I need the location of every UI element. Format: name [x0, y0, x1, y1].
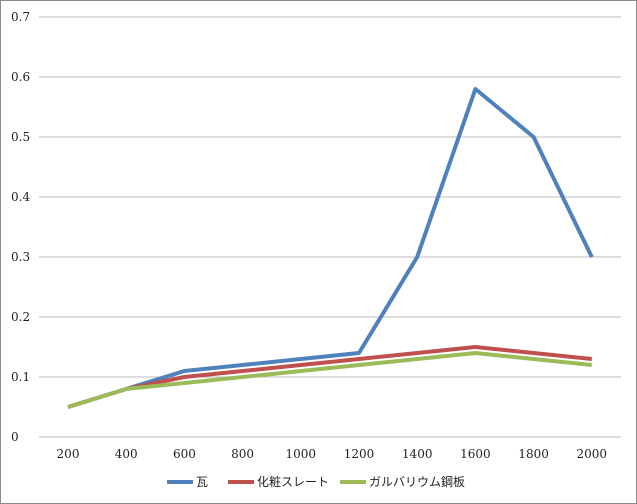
- x-tick-label: 1000: [286, 447, 317, 461]
- legend: 瓦 化粧スレート ガルバリウム鋼板: [167, 475, 465, 489]
- x-tick-label: 1400: [402, 447, 433, 461]
- y-tick-label: 0.6: [11, 70, 30, 84]
- x-tick-label: 1600: [460, 447, 491, 461]
- x-tick-label: 2000: [577, 447, 608, 461]
- y-tick-label: 0.5: [11, 130, 30, 144]
- y-tick-label: 0.4: [11, 190, 30, 204]
- x-tick-label: 600: [173, 447, 196, 461]
- x-tick-label: 1200: [344, 447, 375, 461]
- y-tick-label: 0.3: [11, 250, 30, 264]
- y-tick-label: 0.1: [11, 370, 30, 384]
- series-line-2: [67, 345, 593, 409]
- series-line-1: [67, 87, 594, 409]
- y-tick-label: 0.2: [11, 310, 30, 324]
- series-line-3: [67, 351, 593, 409]
- legend-label-3: ガルバリウム鋼板: [369, 475, 465, 489]
- x-tick-label: 1800: [518, 447, 549, 461]
- y-tick-label: 0: [11, 430, 19, 444]
- x-tick-label: 800: [231, 447, 254, 461]
- legend-label-2: 化粧スレート: [257, 475, 329, 489]
- x-axis-tick-labels: 200 400 600 800 1000 1200 1400 1600 1800 2000: [57, 447, 608, 461]
- y-tick-label: 0.7: [11, 10, 30, 24]
- x-tick-label: 200: [57, 447, 80, 461]
- legend-label-1: 瓦: [196, 475, 208, 489]
- series-lines: [67, 87, 594, 409]
- x-tick-label: 400: [115, 447, 138, 461]
- gridlines: [39, 16, 621, 438]
- y-axis-tick-labels: 0 0.1 0.2 0.3 0.4 0.5 0.6 0.7: [11, 10, 30, 444]
